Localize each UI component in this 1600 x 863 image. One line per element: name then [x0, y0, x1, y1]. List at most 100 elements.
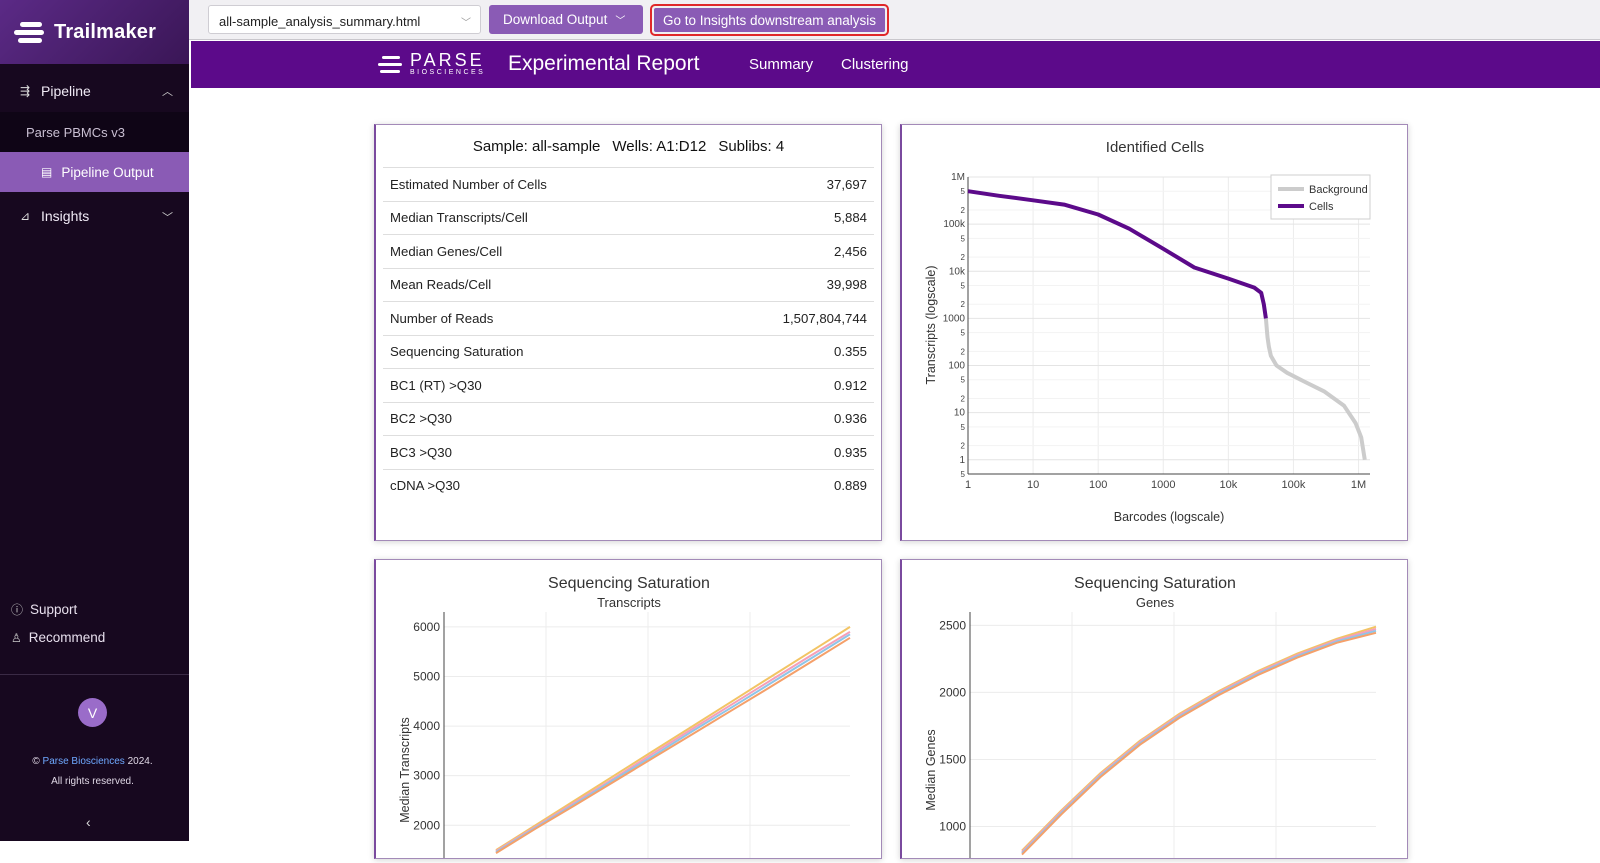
y-tick-label: 2	[961, 442, 966, 451]
y-tick-label: 10	[954, 408, 966, 419]
sublibs: Sublibs: 4	[718, 137, 785, 155]
chevron-up-icon: ︿	[162, 86, 173, 98]
summary-row-label: Number of Reads	[390, 310, 494, 326]
y-tick-label: 2000	[939, 685, 966, 699]
y-tick-label: 1000	[943, 313, 966, 324]
legend-label: Background	[1309, 184, 1368, 196]
output-file-select[interactable]: all-sample_analysis_summary.html ﹀	[208, 5, 481, 34]
summary-row-label: Estimated Number of Cells	[390, 176, 547, 192]
series-line	[1021, 625, 1377, 852]
y-tick-label: 4000	[413, 719, 440, 733]
y-tick-label: 3000	[413, 769, 440, 783]
chart-subtitle: Genes	[1136, 595, 1175, 610]
collapse-sidebar-icon[interactable]: ‹	[86, 814, 91, 830]
summary-row-value: 2,456	[833, 243, 867, 259]
y-tick-label: 2	[961, 347, 966, 356]
sidebar-item-project[interactable]: Parse PBMCs v3	[0, 112, 189, 152]
summary-row-label: Mean Reads/Cell	[390, 277, 492, 293]
saturation-genes-card: Sequencing Saturation Genes 1000 1500 2000 25…	[900, 559, 1408, 860]
y-tick-label: 5000	[413, 669, 440, 683]
summary-row: BC2 >Q30 0.936	[383, 401, 874, 436]
summary-row-label: cDNA >Q30	[390, 478, 460, 494]
x-tick-label: 1	[965, 479, 971, 491]
sidebar-item-label: Parse PBMCs v3	[26, 124, 125, 140]
summary-row-value: 0.936	[833, 411, 867, 427]
series-line	[495, 636, 851, 854]
recommend-label: Recommend	[28, 630, 106, 645]
series-line	[495, 630, 851, 852]
series-line	[1021, 631, 1377, 856]
y-tick-label: 5	[961, 376, 966, 385]
parse-logo-icon	[378, 53, 402, 75]
insights-button-label: Go to Insights downstream analysis	[654, 8, 885, 32]
tab-summary[interactable]: Summary	[749, 56, 814, 73]
chevron-down-icon: ﹀	[461, 18, 471, 29]
y-tick-label: 10k	[949, 266, 966, 277]
summary-row: Estimated Number of Cells 37,697	[383, 167, 874, 201]
identified-cells-card: Identified Cells 1M 5 2 100k 5 2 10k 5 2 1000 5 2 100…	[900, 124, 1408, 541]
app-title: Trailmaker	[54, 20, 157, 43]
x-tick-label: 10k	[1219, 479, 1237, 491]
series-line	[495, 626, 851, 851]
summary-row-value: 0.935	[833, 444, 867, 460]
series-line	[495, 633, 851, 853]
chevron-down-icon: ﹀	[615, 16, 626, 27]
y-tick-label: 100k	[943, 219, 966, 230]
tab-clustering[interactable]: Clustering	[841, 56, 909, 73]
x-tick-label: 10	[1027, 479, 1039, 491]
copyright-year: 2024.	[127, 756, 153, 767]
pipeline-icon: ⇶	[19, 84, 31, 98]
support-link[interactable]: ⓘ Support	[11, 601, 77, 618]
toolbar: all-sample_analysis_summary.html ﹀ Downl…	[189, 0, 1600, 40]
parse-biosciences-link[interactable]: Parse Biosciences	[42, 756, 125, 767]
chart-title: Sequencing Saturation	[548, 575, 710, 592]
y-tick-label: 5	[961, 423, 966, 432]
summary-row: BC3 >Q30 0.935	[383, 435, 874, 469]
sidebar-item-label: Insights	[41, 208, 90, 224]
summary-card: Sample: all-sample Wells: A1:D12 Sublibs…	[374, 124, 882, 541]
x-tick-label: 1000	[1151, 479, 1175, 491]
sidebar-item-insights[interactable]: ⊿ Insights ﹀	[0, 196, 189, 236]
y-tick-label: 1M	[951, 172, 965, 183]
x-axis-label: Barcodes (logscale)	[1114, 510, 1224, 524]
y-tick-label: 5	[961, 187, 966, 196]
sidebar: Trailmaker ⇶ Pipeline ︿ Parse PBMCs v3 ▤…	[0, 0, 189, 841]
y-axis-label: Transcripts (logscale)	[924, 265, 938, 384]
parse-logo-text: PARSE	[410, 50, 485, 70]
selected-file: all-sample_analysis_summary.html	[219, 14, 421, 29]
summary-row-label: BC2 >Q30	[390, 411, 452, 427]
document-icon: ▤	[41, 165, 53, 179]
summary-row-value: 0.889	[833, 478, 867, 494]
parse-logo: PARSE BIOSCIENCES	[378, 51, 485, 76]
trailmaker-logo-icon	[14, 18, 48, 46]
report-title: Experimental Report	[508, 52, 700, 75]
sidebar-item-pipeline[interactable]: ⇶ Pipeline ︿	[0, 70, 189, 112]
user-icon: ♙	[11, 630, 22, 645]
identified-cells-chart: Identified Cells 1M 5 2 100k 5 2 10k 5 2 1000 5 2 100…	[924, 139, 1371, 524]
y-tick-label: 5	[961, 281, 966, 290]
saturation-transcripts-chart: Sequencing Saturation Transcripts 2000 3000…	[398, 575, 851, 860]
report-content: Sample: all-sample Wells: A1:D12 Sublibs…	[191, 88, 1600, 860]
legend-label: Cells	[1309, 201, 1334, 213]
y-tick-label: 1	[959, 455, 965, 466]
x-tick-label: 1M	[1351, 479, 1366, 491]
sidebar-divider	[0, 674, 189, 675]
chart-title: Identified Cells	[1106, 139, 1204, 156]
summary-row: Number of Reads 1,507,804,744	[383, 301, 874, 335]
summary-row-value: 1,507,804,744	[782, 310, 867, 326]
sidebar-item-pipeline-output[interactable]: ▤ Pipeline Output	[0, 152, 189, 192]
sidebar-item-label: Pipeline Output	[61, 164, 154, 180]
download-output-button[interactable]: Download Output ﹀	[489, 5, 643, 34]
y-axis-label: Median Genes	[924, 729, 938, 810]
summary-row: BC1 (RT) >Q30 0.912	[383, 368, 874, 402]
report-header: PARSE BIOSCIENCES Experimental Report Su…	[191, 41, 1600, 88]
app-logo[interactable]: Trailmaker	[0, 0, 189, 64]
chart-subtitle: Transcripts	[597, 595, 661, 610]
sidebar-item-label: Pipeline	[41, 83, 91, 99]
summary-row-value: 39,998	[826, 277, 867, 293]
legend-box	[1270, 174, 1371, 220]
recommend-link[interactable]: ♙ Recommend	[11, 630, 105, 645]
go-to-insights-button[interactable]: Go to Insights downstream analysis	[650, 4, 889, 36]
y-tick-label: 1000	[939, 819, 966, 833]
avatar[interactable]: V	[78, 698, 107, 727]
